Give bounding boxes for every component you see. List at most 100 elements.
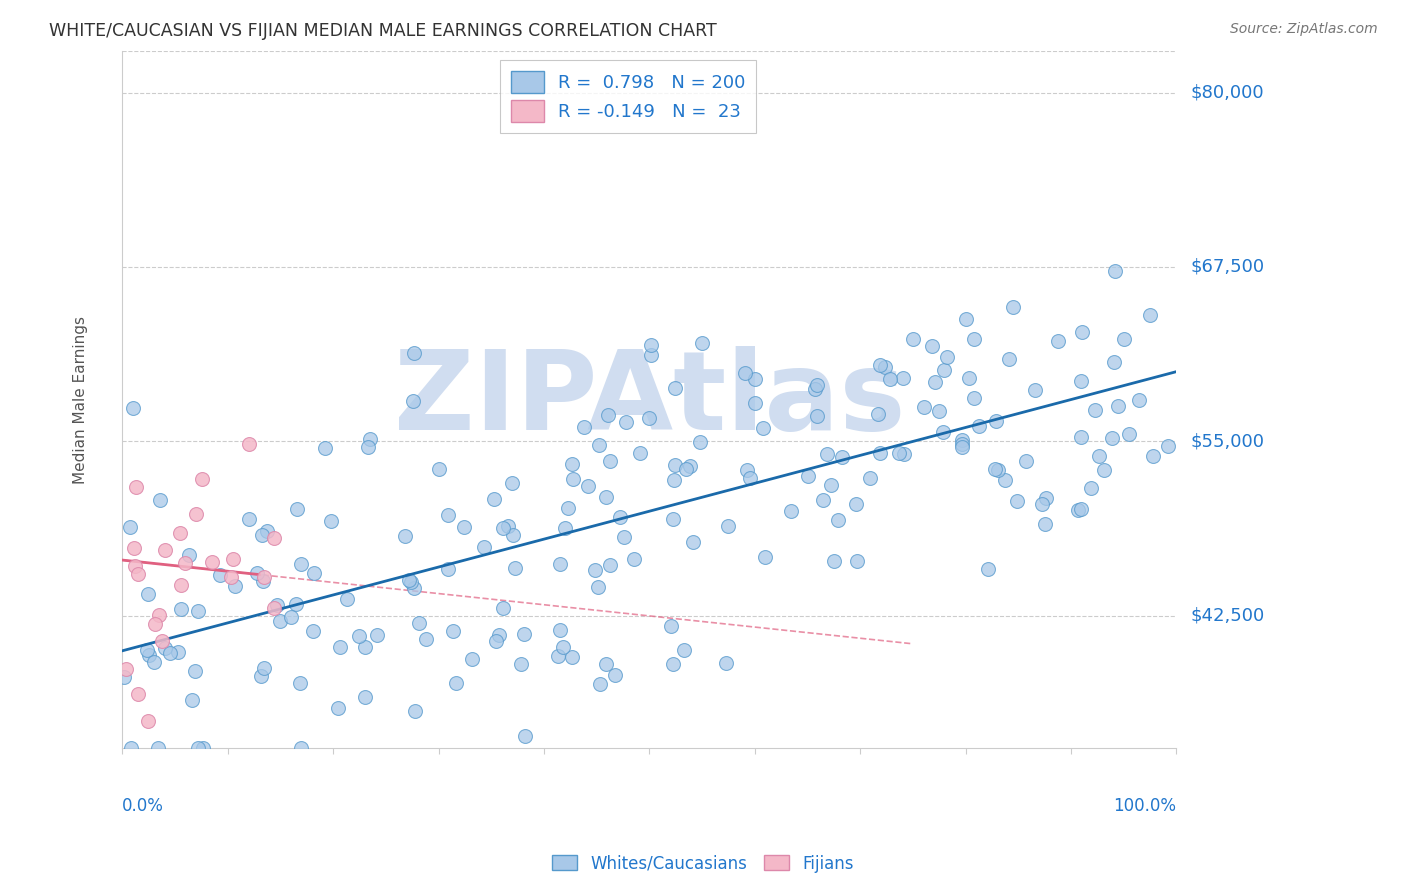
Point xyxy=(994,473,1017,487)
Point xyxy=(1014,454,1036,468)
Point xyxy=(208,568,231,582)
Point xyxy=(547,649,569,664)
Point xyxy=(548,624,571,638)
Text: Source: ZipAtlas.com: Source: ZipAtlas.com xyxy=(1230,22,1378,37)
Point xyxy=(238,512,260,526)
Point xyxy=(436,562,458,576)
Point xyxy=(402,393,425,408)
Point xyxy=(984,462,1007,476)
Point xyxy=(253,661,276,675)
Point xyxy=(398,573,420,587)
Point xyxy=(613,530,636,544)
Point xyxy=(112,670,135,684)
Point xyxy=(845,498,868,512)
Point xyxy=(950,440,973,454)
Point xyxy=(662,473,685,487)
Point xyxy=(290,741,312,756)
Point xyxy=(588,677,610,691)
Point xyxy=(122,401,145,416)
Point xyxy=(170,602,193,616)
Point xyxy=(903,332,925,346)
Point xyxy=(159,646,181,660)
Point xyxy=(1084,403,1107,417)
Point xyxy=(1035,491,1057,506)
Point xyxy=(1002,301,1025,315)
Point xyxy=(893,371,915,385)
Point xyxy=(682,534,704,549)
Point xyxy=(135,643,157,657)
Point xyxy=(484,491,506,506)
Point xyxy=(179,548,201,562)
Point xyxy=(401,574,423,589)
Point xyxy=(1104,264,1126,278)
Point xyxy=(501,475,523,490)
Point xyxy=(1142,449,1164,463)
Point xyxy=(1139,308,1161,322)
Point xyxy=(735,463,758,477)
Point xyxy=(595,657,617,671)
Point xyxy=(496,518,519,533)
Point xyxy=(437,508,460,522)
Point xyxy=(614,415,637,429)
Text: WHITE/CAUCASIAN VS FIJIAN MEDIAN MALE EARNINGS CORRELATION CHART: WHITE/CAUCASIAN VS FIJIAN MEDIAN MALE EA… xyxy=(49,22,717,40)
Legend: Whites/Caucasians, Fijians: Whites/Caucasians, Fijians xyxy=(546,848,860,880)
Point xyxy=(588,438,610,452)
Point xyxy=(114,662,136,676)
Point xyxy=(623,551,645,566)
Point xyxy=(503,561,526,575)
Point xyxy=(485,634,508,648)
Point xyxy=(502,528,524,542)
Point xyxy=(285,501,308,516)
Point xyxy=(823,553,845,567)
Point xyxy=(201,555,224,569)
Point xyxy=(806,409,828,424)
Point xyxy=(595,491,617,505)
Point xyxy=(562,472,585,486)
Point xyxy=(427,462,450,476)
Point xyxy=(561,650,583,665)
Point xyxy=(873,359,896,374)
Point xyxy=(474,540,496,554)
Point xyxy=(661,619,683,633)
Text: $67,500: $67,500 xyxy=(1191,258,1264,276)
Point xyxy=(402,345,425,359)
Point xyxy=(336,591,359,606)
Point xyxy=(640,348,662,362)
Point xyxy=(664,381,686,395)
Point xyxy=(122,541,145,555)
Point xyxy=(963,391,986,405)
Point xyxy=(831,450,853,464)
Point xyxy=(224,579,246,593)
Point xyxy=(1118,426,1140,441)
Point xyxy=(492,521,515,535)
Point xyxy=(879,372,901,386)
Point xyxy=(1005,494,1028,508)
Point xyxy=(921,338,943,352)
Point xyxy=(219,569,242,583)
Point xyxy=(557,500,579,515)
Point xyxy=(453,520,475,534)
Point xyxy=(599,454,621,468)
Point xyxy=(252,574,274,589)
Text: 100.0%: 100.0% xyxy=(1114,797,1177,815)
Point xyxy=(977,562,1000,576)
Point xyxy=(1066,503,1088,517)
Point xyxy=(827,512,849,526)
Point xyxy=(1033,516,1056,531)
Point xyxy=(845,554,868,568)
Point xyxy=(574,420,596,434)
Point xyxy=(912,400,935,414)
Text: $42,500: $42,500 xyxy=(1191,607,1264,625)
Point xyxy=(609,510,631,524)
Point xyxy=(256,524,278,538)
Point xyxy=(269,615,291,629)
Point xyxy=(662,512,685,526)
Point xyxy=(441,624,464,638)
Point xyxy=(280,610,302,624)
Point xyxy=(935,350,957,364)
Point xyxy=(599,558,621,572)
Point xyxy=(672,643,695,657)
Point xyxy=(998,351,1021,366)
Point xyxy=(817,447,839,461)
Point xyxy=(250,528,273,542)
